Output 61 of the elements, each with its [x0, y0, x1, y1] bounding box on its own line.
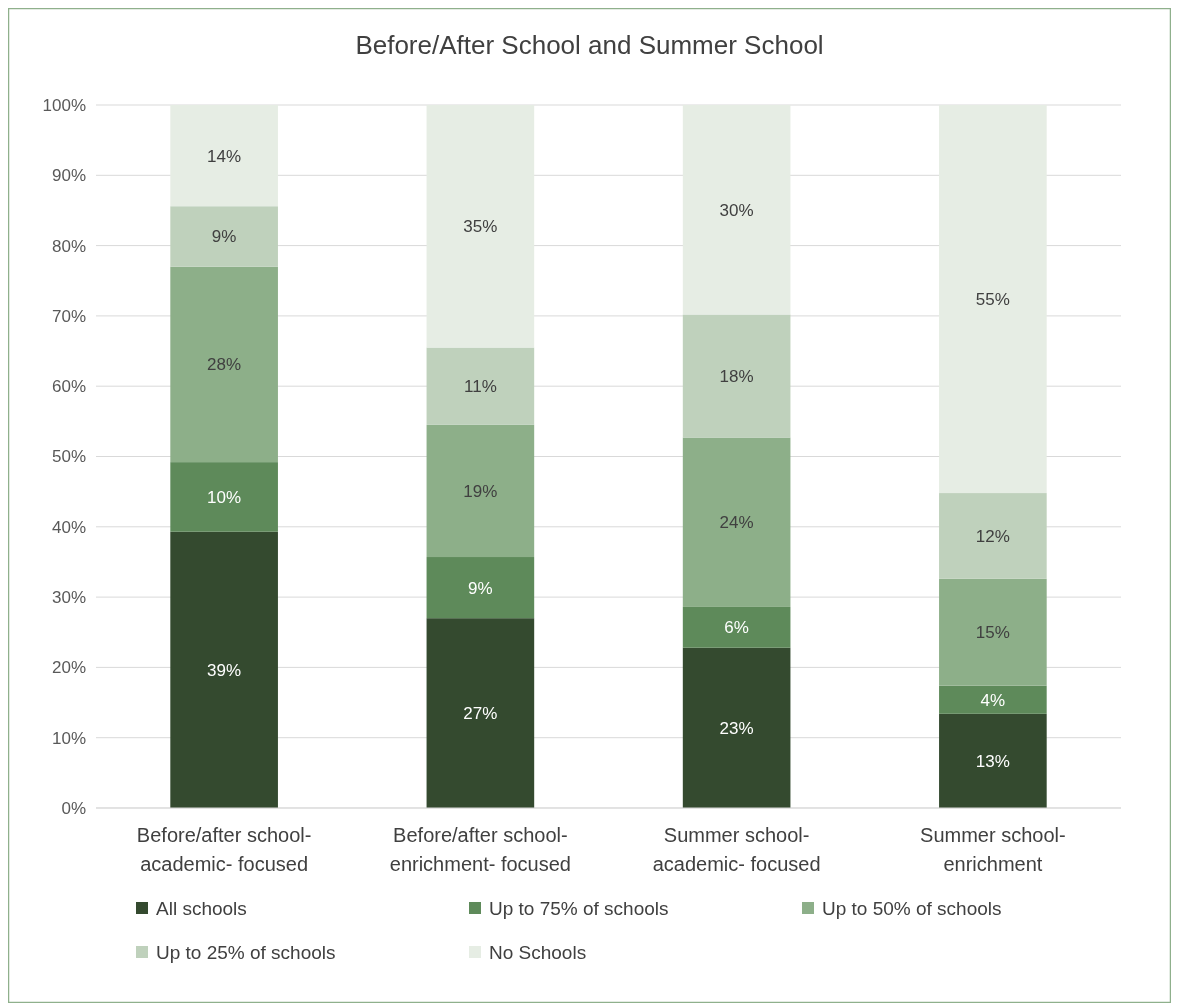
x-tick-label: Before/after school- enrichment- focused — [389, 824, 571, 875]
data-label: 4% — [980, 690, 1006, 710]
bar — [939, 105, 1047, 494]
bar — [426, 347, 535, 425]
bar — [170, 105, 278, 207]
data-label: 28% — [207, 355, 242, 375]
x-tick-label: Summer school- academic- focused — [652, 824, 821, 875]
y-tick-label: 40% — [51, 517, 86, 537]
x-tick-label: Before/after school- academic- focused — [136, 824, 312, 875]
data-label: 30% — [719, 200, 754, 220]
y-tick-label: 30% — [51, 588, 86, 608]
legend-label: Up to 50% of schools — [822, 897, 1002, 919]
y-tick-label: 90% — [51, 166, 86, 186]
legend-label: No Schools — [489, 941, 587, 963]
y-tick-label: 50% — [51, 447, 86, 467]
chart-title: Before/After School and Summer School — [355, 30, 824, 60]
data-label: 15% — [975, 623, 1010, 643]
bar — [426, 424, 535, 558]
bar — [682, 105, 791, 315]
data-label: 55% — [975, 289, 1010, 309]
data-label: 19% — [463, 481, 498, 501]
bar — [939, 685, 1047, 714]
y-tick-label: 0% — [61, 798, 86, 818]
y-tick-label: 80% — [51, 236, 86, 256]
bar — [939, 713, 1047, 808]
data-label: 9% — [468, 578, 493, 598]
bar — [682, 606, 791, 648]
bar — [939, 493, 1047, 579]
bar — [170, 531, 278, 808]
data-label: 6% — [724, 618, 749, 638]
data-label: 23% — [719, 718, 754, 738]
data-label: 12% — [975, 526, 1010, 546]
data-label: 10% — [207, 487, 242, 507]
y-tick-label: 60% — [51, 377, 86, 397]
data-label: 18% — [719, 366, 754, 386]
y-tick-label: 100% — [42, 95, 86, 115]
data-label: 14% — [207, 146, 242, 166]
bar — [939, 578, 1047, 686]
bar — [426, 618, 535, 808]
legend-label: Up to 25% of schools — [156, 941, 336, 963]
bar — [170, 206, 278, 267]
y-tick-label: 10% — [51, 728, 86, 748]
y-tick-label: 70% — [51, 306, 86, 326]
bar — [682, 314, 791, 438]
bar — [682, 647, 791, 808]
data-label: 13% — [975, 751, 1010, 771]
data-label: 27% — [463, 704, 498, 724]
data-label: 24% — [719, 513, 754, 533]
y-tick-label: 20% — [51, 658, 86, 678]
data-label: 9% — [211, 227, 237, 247]
bar — [170, 462, 278, 532]
legend-label: All schools — [156, 897, 247, 919]
x-tick-label: Summer school- enrichment — [920, 824, 1066, 875]
data-label: 11% — [463, 377, 497, 397]
bar — [426, 105, 535, 348]
bar — [170, 266, 278, 463]
legend-label: Up to 75% of schools — [489, 897, 669, 919]
data-label: 35% — [463, 217, 498, 237]
bar — [426, 557, 535, 619]
data-label: 39% — [207, 660, 242, 680]
bar — [682, 437, 791, 607]
